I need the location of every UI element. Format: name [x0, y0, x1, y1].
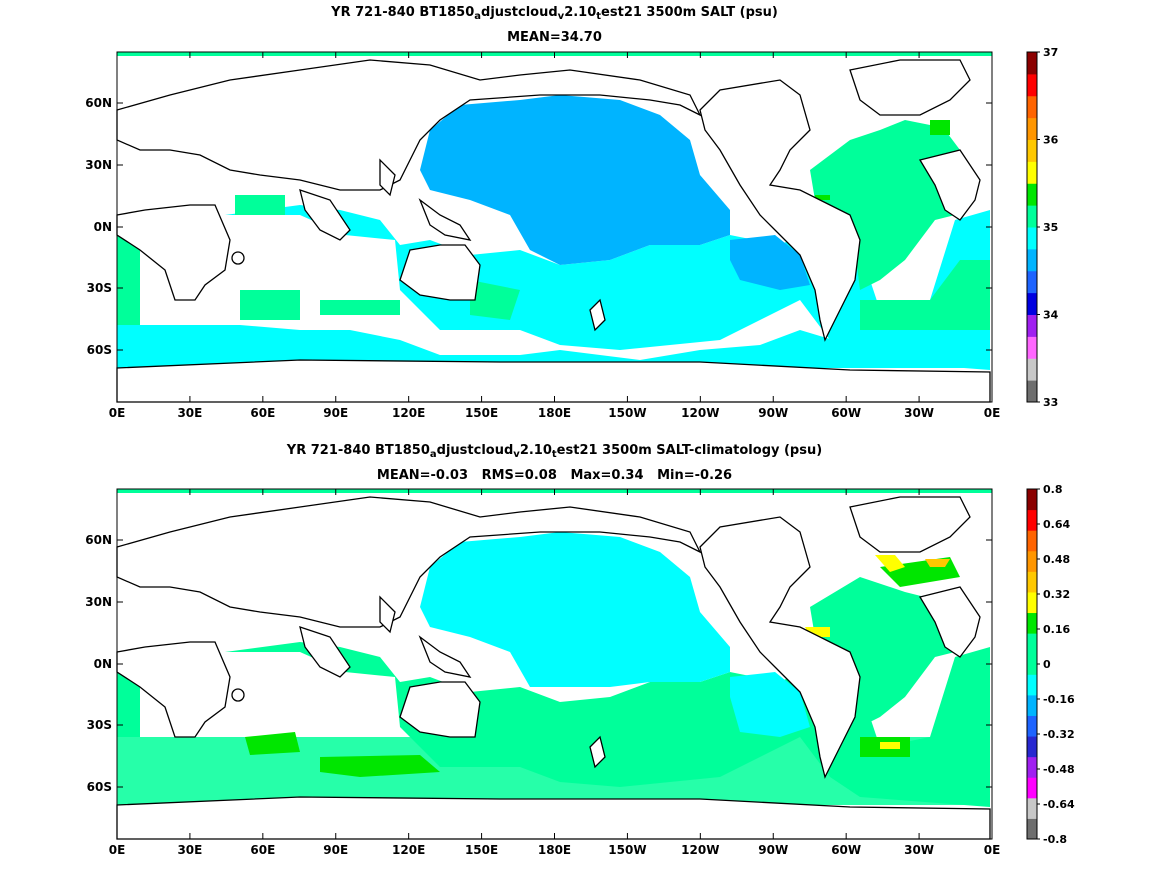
- colorbar-swatch: [1027, 591, 1037, 614]
- y-tick-label: 30S: [87, 281, 112, 295]
- x-tick-label: 60W: [831, 843, 861, 857]
- coastlines: [116, 496, 991, 840]
- x-tick-label: 60E: [250, 406, 275, 420]
- colorbar-swatch: [1027, 530, 1037, 552]
- colorbar-swatch: [1027, 117, 1037, 140]
- colorbar-label: 35: [1043, 221, 1058, 234]
- colorbar-swatch: [1027, 270, 1037, 294]
- colorbar-swatch: [1027, 694, 1037, 716]
- y-tick-label: 60N: [85, 533, 112, 547]
- colorbar-swatch: [1027, 633, 1037, 655]
- colorbar-swatch: [1027, 358, 1037, 381]
- colorbar-swatch: [1027, 489, 1037, 511]
- coastlines: [116, 59, 991, 403]
- colorbar-label: 0.16: [1043, 623, 1070, 636]
- x-tick-label: 0E: [109, 843, 126, 857]
- x-tick-label: 60W: [831, 406, 861, 420]
- x-tick-label: 90E: [323, 843, 348, 857]
- panel-subtitle: MEAN=-0.03 RMS=0.08 Max=0.34 Min=-0.26: [376, 468, 733, 483]
- colorbar-swatch: [1027, 756, 1037, 778]
- x-tick-label: 150W: [608, 843, 646, 857]
- colorbar-swatch: [1027, 314, 1037, 337]
- x-tick-label: 150E: [465, 843, 498, 857]
- colorbar-label: -0.64: [1043, 798, 1075, 811]
- colorbar-swatch: [1027, 736, 1037, 758]
- colorbar-swatch: [1027, 161, 1037, 184]
- colorbar-label: 36: [1043, 134, 1059, 147]
- colorbar-swatch: [1027, 205, 1037, 228]
- colorbar-label: 0.8: [1043, 483, 1063, 496]
- x-axis: 0E 30E 60E 90E 120E 150E 180E 150W 120W 90W 60W 30W…: [109, 489, 1001, 857]
- colorbar-swatch: [1027, 227, 1037, 250]
- colorbar-swatch: [1027, 571, 1037, 593]
- y-tick-label: 60S: [87, 343, 112, 357]
- x-tick-label: 90E: [323, 406, 348, 420]
- colorbar-swatch: [1027, 292, 1037, 315]
- y-tick-label: 60N: [85, 96, 112, 110]
- colorbar: 37 36 35 34 33: [1026, 46, 1059, 409]
- x-tick-label: 30E: [177, 843, 202, 857]
- x-tick-label: 150W: [608, 406, 646, 420]
- x-tick-label: 90W: [758, 843, 788, 857]
- x-tick-label: 120W: [681, 406, 719, 420]
- y-axis: 60N 30N 0N 30S 60S: [85, 533, 992, 794]
- y-axis: 60N 30N 0N 30S 60S: [85, 96, 992, 357]
- colorbar-swatch: [1027, 777, 1037, 799]
- panel-title: YR 721-840 BT1850adjustcloudv2.10test21 …: [286, 443, 823, 460]
- colorbar-swatch: [1027, 336, 1037, 359]
- y-tick-label: 0N: [94, 657, 112, 671]
- y-tick-label: 30N: [85, 595, 112, 609]
- x-tick-label: 150E: [465, 406, 498, 420]
- x-tick-label: 120E: [392, 843, 425, 857]
- x-tick-label: 0E: [984, 843, 1001, 857]
- x-tick-label: 0E: [109, 406, 126, 420]
- colorbar-swatch: [1027, 248, 1037, 272]
- colorbar-swatch: [1027, 550, 1037, 572]
- y-tick-label: 60S: [87, 780, 112, 794]
- x-tick-label: 120W: [681, 843, 719, 857]
- x-tick-label: 180E: [538, 843, 571, 857]
- colorbar-label: -0.8: [1043, 833, 1067, 846]
- colorbar-swatch: [1027, 73, 1037, 97]
- x-tick-label: 30W: [904, 406, 934, 420]
- colorbar-swatch: [1027, 818, 1037, 840]
- colorbar-label: -0.48: [1043, 763, 1075, 776]
- colorbar-swatch: [1027, 612, 1037, 634]
- x-tick-label: 180E: [538, 406, 571, 420]
- x-tick-label: 30W: [904, 843, 934, 857]
- colorbar: 0.8 0.64 0.48 0.32 0.16 0 -0.16 -0.32 -0.48 -0.64…: [1026, 483, 1075, 846]
- x-tick-label: 120E: [392, 406, 425, 420]
- colorbar-swatch: [1027, 52, 1037, 75]
- colorbar-swatch: [1027, 139, 1037, 162]
- colorbar-swatch: [1027, 797, 1037, 819]
- y-tick-label: 30N: [85, 158, 112, 172]
- panel-subtitle: MEAN=34.70: [507, 30, 602, 45]
- colorbar-label: 33: [1043, 396, 1058, 409]
- colorbar-label: 0.32: [1043, 588, 1070, 601]
- colorbar-label: 37: [1043, 46, 1058, 59]
- colorbar-swatch: [1027, 95, 1037, 119]
- panel-title: YR 721-840 BT1850adjustcloudv2.10test21 …: [331, 5, 778, 22]
- salt-anomaly-map: 0E 30E 60E 90E 120E 150E 180E 150W 120W 90W 60W 30W…: [85, 483, 1075, 857]
- x-tick-label: 0E: [984, 406, 1001, 420]
- y-tick-label: 30S: [87, 718, 112, 732]
- colorbar-label: 34: [1043, 309, 1059, 322]
- colorbar-label: 0.48: [1043, 553, 1070, 566]
- salt-map: 0E 30E 60E 90E 120E 150E 180E 150W 120W 90W 60W 30W…: [85, 46, 1059, 420]
- colorbar-label: 0: [1043, 658, 1051, 671]
- colorbar-swatch: [1027, 653, 1037, 675]
- x-tick-label: 30E: [177, 406, 202, 420]
- colorbar-label: -0.32: [1043, 728, 1075, 741]
- y-tick-label: 0N: [94, 220, 112, 234]
- x-tick-label: 60E: [250, 843, 275, 857]
- colorbar-swatch: [1027, 674, 1037, 696]
- colorbar-swatch: [1027, 183, 1037, 206]
- colorbar-swatch: [1027, 715, 1037, 737]
- colorbar-label: 0.64: [1043, 518, 1070, 531]
- colorbar-label: -0.16: [1043, 693, 1075, 706]
- colorbar-swatch: [1027, 509, 1037, 531]
- colorbar-swatch: [1027, 380, 1037, 403]
- x-tick-label: 90W: [758, 406, 788, 420]
- x-axis: 0E 30E 60E 90E 120E 150E 180E 150W 120W 90W 60W 30W…: [109, 52, 1001, 420]
